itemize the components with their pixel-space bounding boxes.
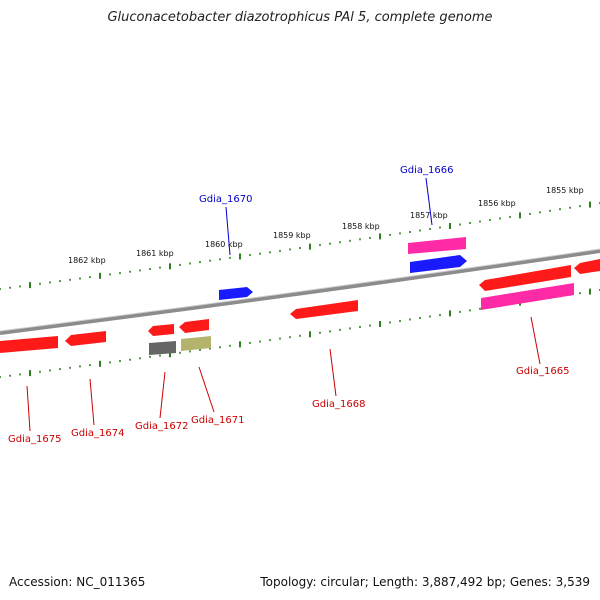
feature-gdia-1665-lower[interactable]	[481, 283, 574, 310]
feature-gdia-1666[interactable]	[410, 255, 467, 273]
inner-tick-track	[0, 288, 600, 378]
feature-gdia-1675[interactable]	[0, 336, 58, 353]
gene-label-gdia-1668[interactable]: Gdia_1668	[312, 399, 365, 410]
gene-label-gdia-1675[interactable]: Gdia_1675	[8, 434, 61, 445]
genome-backbone	[0, 249, 600, 335]
reverse-strand-features	[0, 259, 600, 355]
genome-stats-text: Topology: circular; Length: 3,887,492 bp…	[260, 575, 590, 589]
feature-gdia-1665-upper[interactable]	[479, 265, 571, 291]
feature-gdia-1674[interactable]	[65, 331, 106, 346]
kbp-label-1856: 1856 kbp	[478, 199, 516, 208]
gene-label-gdia-1670[interactable]: Gdia_1670	[199, 194, 252, 205]
feature-olive-block[interactable]	[181, 336, 211, 351]
gene-label-gdia-1666[interactable]: Gdia_1666	[400, 165, 453, 176]
kbp-label-1857: 1857 kbp	[410, 211, 448, 220]
feature-gdia-1668[interactable]	[290, 300, 358, 319]
feature-gdia-1672[interactable]	[148, 324, 174, 336]
gene-label-gdia-1671[interactable]: Gdia_1671	[191, 415, 244, 426]
kbp-label-1861: 1861 kbp	[136, 249, 174, 258]
kbp-label-1855: 1855 kbp	[546, 186, 584, 195]
feature-trna-upper[interactable]	[408, 237, 466, 254]
feature-right-edge[interactable]	[574, 259, 600, 274]
feature-gray-block[interactable]	[149, 341, 176, 355]
kbp-label-1859: 1859 kbp	[273, 231, 311, 240]
kbp-label-1860: 1860 kbp	[205, 240, 243, 249]
map-title: Gluconacetobacter diazotrophicus PAl 5, …	[107, 10, 493, 25]
kbp-label-1858: 1858 kbp	[342, 222, 380, 231]
gene-label-gdia-1665[interactable]: Gdia_1665	[516, 366, 569, 377]
gene-label-gdia-1672[interactable]: Gdia_1672	[135, 421, 188, 432]
outer-tick-track	[0, 201, 600, 290]
leader-lines	[26, 177, 541, 432]
forward-strand-features	[219, 237, 467, 300]
feature-gdia-1670[interactable]	[219, 287, 253, 300]
feature-gdia-1671-upper[interactable]	[179, 319, 209, 333]
accession-text: Accession: NC_011365	[9, 575, 146, 589]
kbp-label-1862: 1862 kbp	[68, 256, 106, 265]
gene-label-gdia-1674[interactable]: Gdia_1674	[71, 428, 124, 439]
